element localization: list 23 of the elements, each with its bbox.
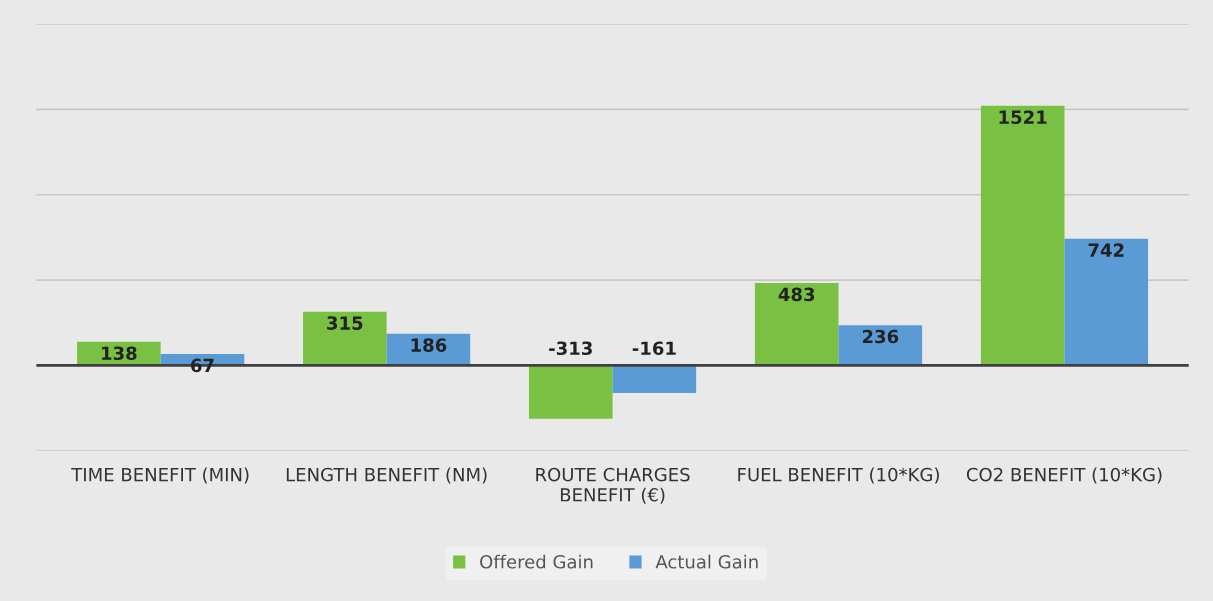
data-label: 1521 [999,110,1047,125]
data-label: 483 [778,287,815,302]
data-label: -161 [632,341,676,356]
data-label: 236 [862,329,899,344]
data-label: 67 [191,358,214,373]
bar [754,282,839,366]
x-tick-label: FUEL BENEFIT (10*KG) [738,467,939,484]
x-tick-label: CO2 BENEFIT (10*KG) [966,467,1162,484]
bar [528,365,613,419]
x-tick-label: ROUTE CHARGES BENEFIT (€) [536,467,690,504]
bar [612,365,697,393]
data-label: -313 [549,341,592,356]
bar [1064,238,1149,366]
legend-label: Offered Gain [480,554,593,569]
legend-label: Actual Gain [655,554,758,569]
data-label: 742 [1088,243,1124,257]
x-tick-label: TIME BENEFIT (MIN) [71,467,249,484]
bar [980,105,1065,366]
x-tick-label: LENGTH BENEFIT (NM) [286,467,487,484]
data-label: 186 [411,338,447,352]
data-label: 138 [102,346,137,361]
bar [303,311,387,366]
data-label: 315 [327,316,363,330]
